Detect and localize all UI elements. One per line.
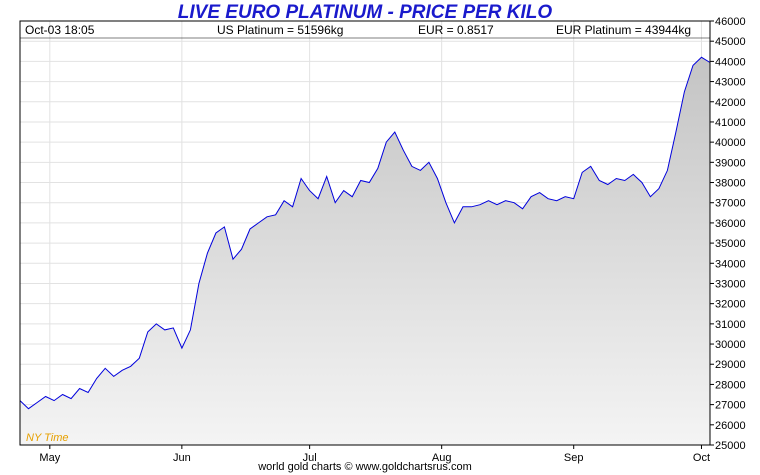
y-tick-label: 33000	[715, 278, 746, 290]
y-tick-label: 27000	[715, 400, 746, 412]
y-tick-label: 42000	[715, 97, 746, 109]
x-tick-label: Oct	[693, 452, 710, 464]
x-tick-label: Jun	[173, 452, 191, 464]
plot-frame	[19, 20, 711, 446]
y-tick-label: 26000	[715, 420, 746, 432]
x-tick-label: Jul	[303, 452, 317, 464]
y-tick-label: 34000	[715, 258, 746, 270]
footer-credit: world gold charts © www.goldchartsrus.co…	[258, 461, 472, 473]
y-tick-label: 28000	[715, 379, 746, 391]
y-tick-label: 46000	[715, 16, 746, 28]
y-tick-label: 29000	[715, 359, 746, 371]
y-tick-label: 45000	[715, 36, 746, 48]
timezone-label: NY Time	[26, 432, 69, 444]
timestamp-label: Oct-03 18:05	[25, 23, 95, 37]
y-tick-label: 43000	[715, 77, 746, 89]
y-tick-label: 31000	[715, 319, 746, 331]
y-tick-label: 32000	[715, 299, 746, 311]
y-tick-label: 38000	[715, 178, 746, 190]
x-tick-label: Aug	[432, 452, 452, 464]
y-tick-label: 40000	[715, 137, 746, 149]
x-tick-label: May	[39, 452, 60, 464]
y-tick-label: 30000	[715, 339, 746, 351]
y-tick-label: 37000	[715, 198, 746, 210]
y-tick-label: 35000	[715, 238, 746, 250]
x-tick-label: Sep	[564, 452, 584, 464]
y-tick-label: 39000	[715, 157, 746, 169]
y-axis: 25000 26000 27000 28000 29000 30000 31000 32000…	[710, 16, 746, 452]
y-tick-label: 41000	[715, 117, 746, 129]
chart-title: LIVE EURO PLATINUM - PRICE PER KILO	[177, 2, 553, 23]
price-line	[19, 56, 711, 410]
x-axis: May Jun Jul Aug Sep Oct	[39, 445, 710, 464]
price-area	[20, 57, 710, 446]
us-platinum-label: US Platinum = 51596kg	[217, 23, 343, 37]
y-tick-label: 44000	[715, 56, 746, 68]
y-tick-label: 25000	[715, 440, 746, 452]
eur-platinum-label: EUR Platinum = 43944kg	[556, 23, 691, 37]
eur-rate-label: EUR = 0.8517	[418, 23, 494, 37]
y-tick-label: 36000	[715, 218, 746, 230]
